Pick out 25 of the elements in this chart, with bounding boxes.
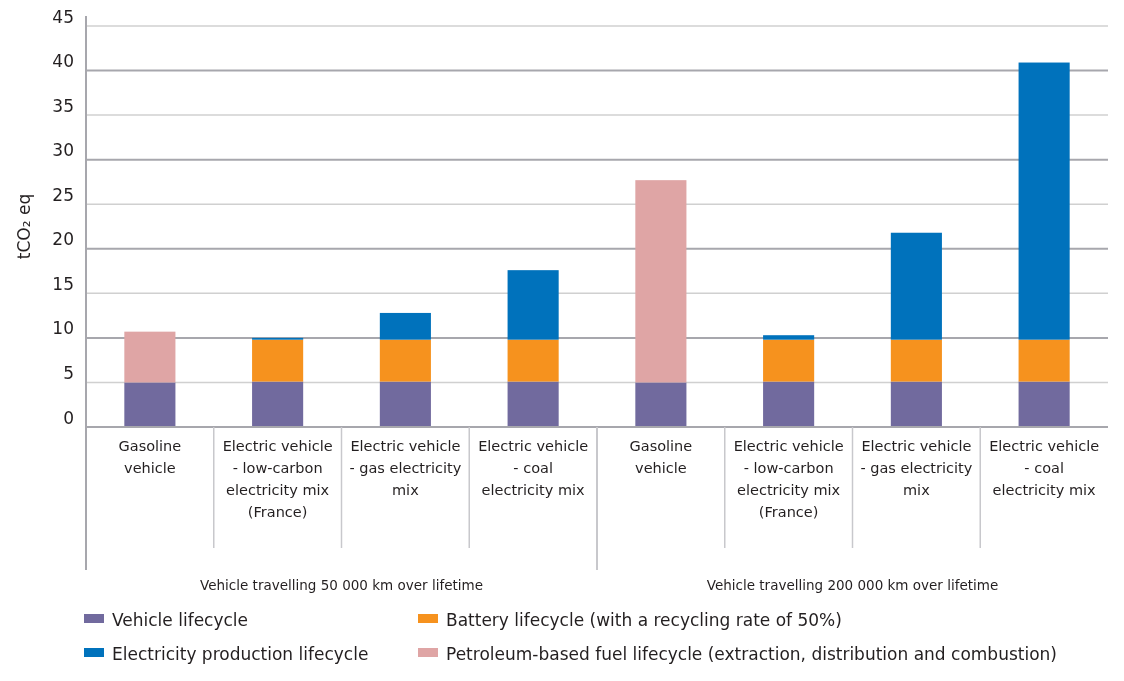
legend-label: Vehicle lifecycle <box>112 609 249 630</box>
legend-label: Battery lifecycle (with a recycling rate of 50%) <box>446 609 842 630</box>
y-tick-label: 45 <box>52 6 74 27</box>
x-tick-label: Gasoline vehicle <box>118 438 182 476</box>
text: Vehicle travelling 50 000 km over lifetime <box>200 577 483 593</box>
y-tick-label: 10 <box>52 318 74 339</box>
y-tick-label: 0 <box>63 407 74 428</box>
y-tick-label: 20 <box>52 229 74 250</box>
y-tick-label: 25 <box>52 184 74 205</box>
legend-label: Electricity production lifecycle <box>112 643 369 664</box>
x-tick-label: Electric vehicle - coal electricity mix <box>989 438 1100 498</box>
y-tick-label: 5 <box>63 363 74 384</box>
x-tick-label: Gasoline vehicle <box>629 438 693 476</box>
y-tick-label: 35 <box>52 95 74 116</box>
text: Vehicle travelling 200 000 km over lifetime <box>706 577 999 593</box>
x-tick-label: Electric vehicle - low-carbon electricity mix (France) <box>222 438 333 520</box>
y-tick-label: 15 <box>52 273 74 294</box>
legend-label: Petroleum-based fuel lifecycle (extraction, distribution and combustion) <box>446 643 1057 664</box>
y-tick-label: 40 <box>52 51 74 72</box>
x-tick-label: Electric vehicle - gas electricity mix <box>860 438 973 498</box>
y-tick-label: 30 <box>52 140 74 161</box>
y-axis-title: tCO₂ eq <box>14 193 34 260</box>
x-tick-label: Electric vehicle - low-carbon electricity mix (France) <box>733 438 844 520</box>
x-tick-label: Electric vehicle - coal electricity mix <box>478 438 589 498</box>
x-tick-label: Electric vehicle - gas electricity mix <box>349 438 462 498</box>
